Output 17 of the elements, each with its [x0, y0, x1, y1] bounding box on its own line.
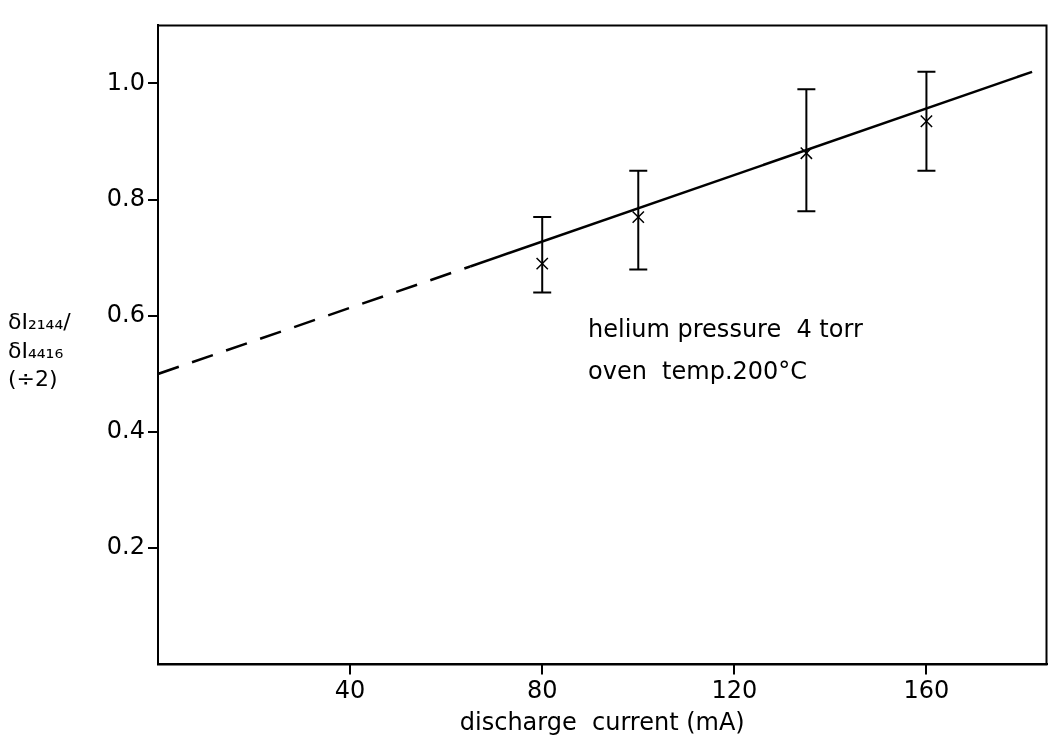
annotation: helium pressure 4 torr [588, 314, 863, 343]
x-tick-label: 40 [334, 676, 366, 705]
y-tick-label: 0.8 [106, 183, 145, 212]
y-tick-label: 0.2 [106, 532, 145, 561]
annotation: oven temp.200°C [588, 356, 808, 385]
x-axis-title: discharge current (mA) [459, 707, 745, 736]
x-tick-label: 160 [903, 676, 950, 705]
x-tick-label: 120 [711, 676, 758, 705]
point [920, 114, 933, 128]
y-axis-title: δI₂₁₄₄/δI₄₄₁₆ (÷2) [8, 309, 71, 392]
point [799, 146, 813, 160]
point [535, 257, 549, 270]
y-tick-label: 0.6 [106, 300, 145, 329]
y-tick-label: 1.0 [106, 67, 145, 96]
point [631, 210, 645, 224]
y-tick-label: 0.4 [106, 416, 145, 445]
x-tick-label: 80 [526, 676, 558, 705]
